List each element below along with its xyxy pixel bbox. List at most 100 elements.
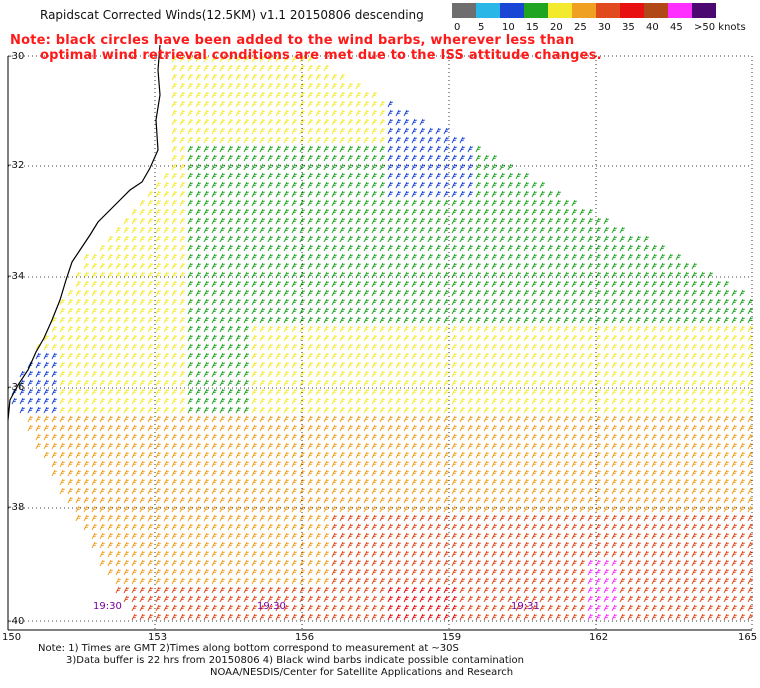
wind-barb [395, 118, 402, 126]
wind-barb [627, 244, 634, 252]
wind-barb [227, 541, 234, 549]
wind-barb [419, 226, 426, 234]
wind-barb [659, 361, 666, 369]
wind-barb [387, 352, 394, 360]
wind-barb [555, 505, 562, 513]
wind-barb [99, 253, 106, 261]
wind-barb [459, 343, 466, 351]
wind-barb [91, 505, 98, 513]
wind-barb [435, 370, 442, 378]
wind-barb [523, 199, 530, 207]
wind-barb [219, 262, 226, 270]
wind-barb [283, 595, 290, 603]
wind-barb [187, 82, 194, 90]
wind-barb [587, 559, 594, 567]
wind-barb [507, 460, 514, 468]
wind-barb [499, 568, 506, 576]
wind-barb [307, 496, 314, 504]
wind-barb [579, 523, 586, 531]
wind-barb [443, 433, 450, 441]
wind-barb [171, 172, 178, 180]
wind-barb [163, 334, 170, 342]
wind-barb [675, 298, 682, 306]
wind-barb [523, 433, 530, 441]
wind-barb [499, 343, 506, 351]
wind-barb [531, 262, 538, 270]
wind-barb [459, 217, 466, 225]
wind-barb [299, 118, 306, 126]
wind-barb [747, 478, 754, 486]
wind-barb [339, 532, 346, 540]
wind-barb [435, 307, 442, 315]
wind-barb [379, 235, 386, 243]
wind-barb [331, 226, 338, 234]
wind-barb [243, 307, 250, 315]
wind-barb [187, 388, 194, 396]
wind-barb [171, 388, 178, 396]
wind-barb [691, 280, 698, 288]
wind-barb [403, 361, 410, 369]
wind-barb [707, 550, 714, 558]
wind-barb [331, 523, 338, 531]
wind-barb [99, 487, 106, 495]
wind-barb [435, 604, 442, 612]
wind-barb [475, 433, 482, 441]
wind-barb [363, 136, 370, 144]
wind-barb [315, 136, 322, 144]
wind-barb [411, 307, 418, 315]
wind-barb [323, 577, 330, 585]
wind-barb [571, 550, 578, 558]
wind-barb [355, 262, 362, 270]
wind-barb [251, 406, 258, 414]
wind-barb [523, 226, 530, 234]
wind-barb [235, 82, 242, 90]
wind-barb [635, 379, 642, 387]
wind-barb [219, 568, 226, 576]
wind-barb [67, 352, 74, 360]
wind-barb [147, 361, 154, 369]
wind-barb [363, 379, 370, 387]
wind-barb [235, 523, 242, 531]
wind-barb [563, 478, 570, 486]
wind-barb [171, 397, 178, 405]
wind-barb [163, 226, 170, 234]
wind-barb [339, 127, 346, 135]
wind-barb [499, 244, 506, 252]
wind-barb [299, 226, 306, 234]
wind-barb [243, 370, 250, 378]
wind-barb [555, 496, 562, 504]
wind-barb [531, 505, 538, 513]
wind-barb [235, 505, 242, 513]
wind-barb [563, 451, 570, 459]
wind-barb [51, 460, 58, 468]
wind-barb [115, 388, 122, 396]
wind-barb [491, 568, 498, 576]
wind-barb [427, 550, 434, 558]
wind-barb [131, 235, 138, 243]
wind-barb [227, 208, 234, 216]
wind-barb [211, 82, 218, 90]
wind-barb [251, 469, 258, 477]
wind-barb [627, 568, 634, 576]
wind-barb [139, 550, 146, 558]
wind-barb [155, 352, 162, 360]
wind-barb [195, 487, 202, 495]
wind-barb [483, 469, 490, 477]
wind-barb [555, 190, 562, 198]
legend-swatch [668, 3, 692, 18]
wind-barb [595, 334, 602, 342]
wind-barb [451, 280, 458, 288]
wind-barb [731, 316, 738, 324]
wind-barb [235, 397, 242, 405]
wind-barb [187, 478, 194, 486]
wind-barb [163, 172, 170, 180]
wind-barb [275, 469, 282, 477]
grid-lines [7, 55, 753, 630]
wind-barb [651, 514, 658, 522]
wind-barb [155, 235, 162, 243]
wind-barb [251, 550, 258, 558]
wind-barb [147, 532, 154, 540]
wind-barb [379, 253, 386, 261]
wind-barb [435, 460, 442, 468]
wind-barb [363, 127, 370, 135]
